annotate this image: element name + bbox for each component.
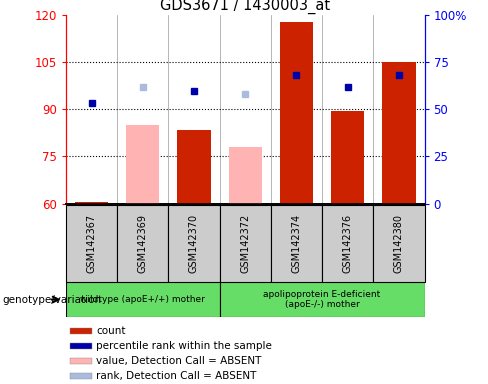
Bar: [271, 205, 322, 282]
Text: GSM142367: GSM142367: [86, 214, 97, 273]
Bar: [66, 205, 117, 282]
Bar: [220, 205, 271, 282]
Text: GSM142374: GSM142374: [291, 214, 302, 273]
Title: GDS3671 / 1430003_at: GDS3671 / 1430003_at: [160, 0, 330, 14]
Text: GSM142380: GSM142380: [394, 214, 404, 273]
Bar: [70, 343, 92, 349]
Bar: [228, 147, 262, 204]
Bar: [331, 111, 365, 204]
Text: genotype/variation: genotype/variation: [2, 295, 102, 305]
Text: rank, Detection Call = ABSENT: rank, Detection Call = ABSENT: [96, 371, 256, 381]
Text: count: count: [96, 326, 125, 336]
Bar: [382, 62, 416, 204]
Text: value, Detection Call = ABSENT: value, Detection Call = ABSENT: [96, 356, 261, 366]
Text: percentile rank within the sample: percentile rank within the sample: [96, 341, 272, 351]
Text: GSM142376: GSM142376: [343, 214, 353, 273]
Text: GSM142369: GSM142369: [138, 214, 148, 273]
Bar: [126, 125, 160, 204]
Bar: [373, 205, 425, 282]
Bar: [70, 373, 92, 379]
Bar: [220, 282, 425, 317]
Bar: [70, 358, 92, 364]
Text: GSM142370: GSM142370: [189, 214, 199, 273]
Text: GSM142372: GSM142372: [240, 214, 250, 273]
Bar: [117, 205, 168, 282]
Text: wildtype (apoE+/+) mother: wildtype (apoE+/+) mother: [81, 295, 205, 304]
Bar: [280, 22, 313, 204]
Bar: [75, 202, 108, 204]
Bar: [168, 205, 220, 282]
Text: apolipoprotein E-deficient
(apoE-/-) mother: apolipoprotein E-deficient (apoE-/-) mot…: [264, 290, 381, 309]
Bar: [66, 282, 220, 317]
Bar: [177, 130, 211, 204]
Bar: [322, 205, 373, 282]
Bar: [70, 328, 92, 334]
